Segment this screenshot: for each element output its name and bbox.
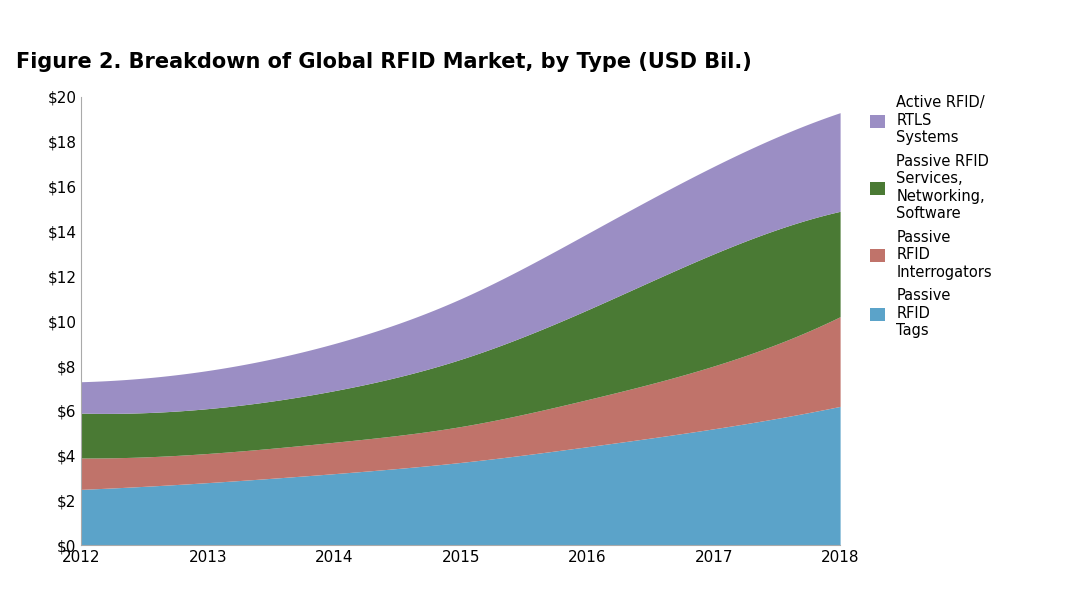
Text: Figure 2. Breakdown of Global RFID Market, by Type (USD Bil.): Figure 2. Breakdown of Global RFID Marke… [16,52,752,72]
Legend: Active RFID/
RTLS
Systems, Passive RFID
Services,
Networking,
Software, Passive
: Active RFID/ RTLS Systems, Passive RFID … [870,95,992,338]
